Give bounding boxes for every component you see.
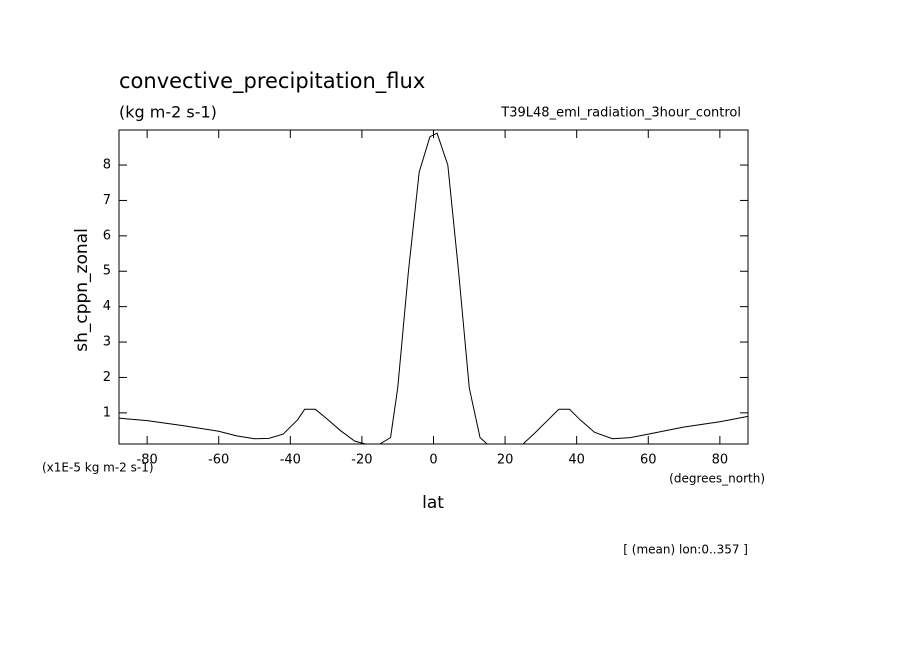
y-tick-label: 4 [103,299,111,314]
x-tick-label: 20 [497,453,514,468]
x-tick-label: 0 [429,453,437,468]
data-line [118,132,749,445]
x-units: (degrees_north) [669,472,765,486]
y-axis-label: sh_cppn_zonal [72,228,92,352]
x-tick-label: -40 [280,453,301,468]
x-tick-label: 60 [640,453,657,468]
x-tick-label: -60 [208,453,229,468]
plot-frame [118,129,749,445]
y-tick-label: 7 [103,193,111,208]
y-units: (x1E-5 kg m-2 s-1) [42,461,154,475]
x-tick-label: -80 [137,453,158,468]
x-tick-label: 80 [712,453,729,468]
x-tick-label: -20 [351,453,372,468]
y-tick-label: 1 [103,405,111,420]
y-tick-label: 6 [103,228,111,243]
y-tick-label: 2 [103,370,111,385]
y-tick-label: 8 [103,158,111,173]
y-tick-label: 3 [103,335,111,350]
chart-title: convective_precipitation_flux [119,69,425,94]
x-axis-label: lat [422,493,444,513]
y-tick-label: 5 [103,264,111,279]
x-tick-label: 40 [568,453,585,468]
chart-subtitle: (kg m-2 s-1) [119,103,217,122]
annotation: [ (mean) lon:0..357 ] [623,543,748,557]
dataset-label: T39L48_eml_radiation_3hour_control [500,106,741,121]
